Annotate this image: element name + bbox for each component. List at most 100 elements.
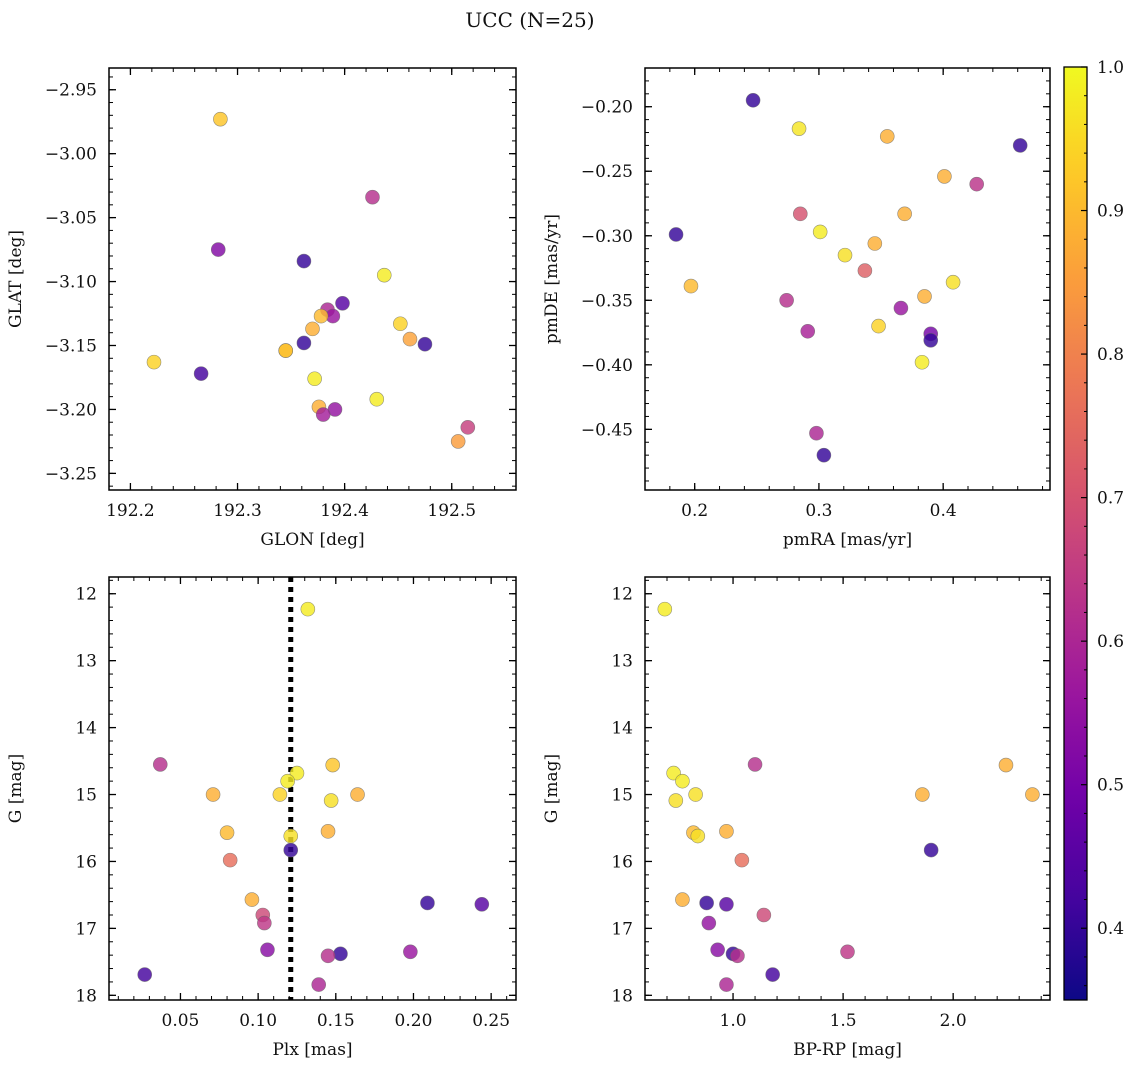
axes-frame — [108, 576, 517, 1001]
data-point — [376, 267, 392, 283]
y-tick-label: 15 — [75, 786, 97, 806]
data-point — [350, 787, 365, 802]
data-point — [320, 948, 336, 964]
x-axis-label: GLON [deg] — [260, 530, 364, 550]
x-tick-label: 192.4 — [320, 501, 369, 521]
data-point — [923, 332, 939, 348]
axes-frame — [108, 67, 517, 491]
x-tick-label: 1.5 — [830, 1011, 857, 1031]
y-axis-label: G [mag] — [6, 754, 26, 823]
scatter-panel-3: 0.05 0.10 0.15 0.20 0.25 12 13 14 15 16 17 18 Plx [m… — [6, 576, 517, 1060]
data-point — [305, 321, 320, 337]
data-point — [840, 944, 855, 960]
data-point — [474, 896, 490, 912]
axes-frame — [644, 67, 1051, 491]
data-point — [296, 253, 312, 269]
x-axis-label: pmRA [mas/yr] — [783, 530, 912, 550]
data-point — [969, 176, 985, 192]
data-point — [719, 824, 734, 839]
data-point — [278, 343, 294, 358]
data-point — [417, 336, 433, 352]
y-tick-label: −0.45 — [581, 420, 633, 440]
data-point — [923, 842, 939, 858]
data-point — [945, 274, 961, 290]
scatter-panel-1: 192.2 192.3 192.4 192.5 −3.25 −3.20 −3.15 −3.10… — [6, 67, 517, 550]
y-tick-label: 18 — [75, 986, 97, 1006]
y-tick-label: −0.20 — [581, 98, 633, 118]
data-point — [719, 896, 734, 912]
data-point — [205, 787, 221, 802]
data-point — [657, 601, 673, 617]
y-tick-label: 15 — [611, 786, 633, 806]
data-point — [765, 967, 780, 982]
colorbar: 0.4 0.5 0.6 0.7 0.8 0.9 1.0 — [1063, 58, 1124, 1001]
data-point — [193, 366, 209, 381]
data-point — [320, 824, 336, 839]
data-point — [219, 825, 235, 840]
y-tick-label: 16 — [75, 852, 97, 872]
x-tick-label: 0.4 — [930, 501, 957, 521]
data-point — [792, 206, 808, 222]
data-point — [668, 793, 684, 808]
x-tick-label: 192.5 — [427, 501, 476, 521]
data-point — [915, 787, 930, 802]
axes-frame — [644, 576, 1051, 1001]
data-point — [210, 242, 226, 257]
data-point — [213, 111, 228, 127]
data-point — [257, 915, 272, 931]
y-tick-label: −0.30 — [581, 227, 633, 247]
y-tick-label: 16 — [611, 852, 633, 872]
data-point — [146, 354, 162, 370]
y-tick-label: 14 — [611, 719, 633, 739]
data-point — [323, 793, 339, 808]
data-point — [137, 967, 153, 982]
data-point — [283, 828, 299, 844]
data-point — [756, 907, 772, 923]
x-tick-label: 0.2 — [681, 501, 708, 521]
y-axis-label: G [mag] — [542, 754, 562, 823]
data-point — [283, 842, 299, 858]
data-point — [313, 308, 329, 324]
x-axis-label: BP-RP [mag] — [793, 1040, 902, 1060]
y-tick-label: 17 — [75, 919, 97, 939]
y-tick-label: 17 — [611, 919, 633, 939]
data-point — [333, 946, 348, 962]
x-tick-label: 192.3 — [213, 501, 262, 521]
y-tick-label: −0.35 — [581, 291, 633, 311]
colorbar-tick-label: 0.5 — [1097, 776, 1124, 796]
colorbar-tick-label: 0.9 — [1097, 202, 1124, 222]
data-point — [369, 391, 385, 407]
data-point — [998, 757, 1014, 773]
data-point — [365, 189, 380, 205]
data-point — [668, 227, 684, 242]
x-tick-label: 2.0 — [940, 1011, 967, 1031]
colorbar-tick-label: 0.8 — [1097, 345, 1124, 365]
data-point — [719, 977, 734, 992]
data-point — [1025, 787, 1040, 802]
y-tick-label: −2.95 — [45, 81, 97, 101]
data-point — [937, 169, 952, 184]
data-point — [812, 224, 828, 240]
data-point — [393, 316, 408, 332]
data-point — [325, 757, 340, 773]
data-point — [675, 773, 690, 789]
y-tick-label: 12 — [75, 585, 97, 605]
y-tick-label: 12 — [611, 585, 633, 605]
data-point — [335, 295, 350, 311]
data-point — [675, 892, 690, 907]
y-tick-label: −0.25 — [581, 162, 633, 182]
data-point — [879, 129, 895, 144]
data-point — [280, 773, 295, 789]
colorbar-frame — [1063, 66, 1088, 1001]
colorbar-tick-label: 1.0 — [1097, 58, 1124, 78]
y-tick-label: −3.05 — [45, 209, 97, 229]
data-point — [222, 852, 238, 868]
y-tick-label: −3.00 — [45, 145, 97, 165]
data-point — [315, 407, 331, 422]
data-point — [300, 601, 316, 617]
data-point — [857, 263, 873, 278]
data-point — [917, 289, 932, 304]
y-tick-label: −3.15 — [45, 336, 97, 356]
data-point — [699, 895, 714, 911]
